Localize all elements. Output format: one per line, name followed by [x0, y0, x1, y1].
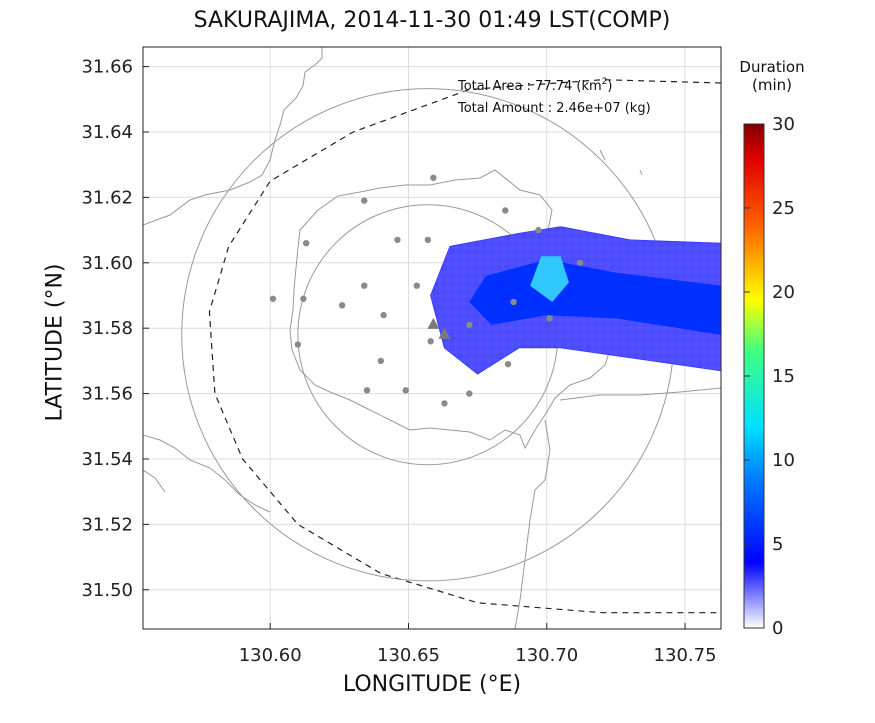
- plume-band: [469, 259, 721, 335]
- colorbar-tick-label: 0: [772, 618, 783, 639]
- colorbar-tick-label: 25: [772, 198, 795, 219]
- station-dot: [502, 207, 509, 214]
- station-dot: [546, 315, 553, 322]
- total-area-close: ): [607, 79, 612, 94]
- station-dot: [424, 236, 432, 244]
- vent-marker: [427, 317, 440, 329]
- station-dot: [300, 295, 307, 302]
- station-dot: [510, 298, 517, 306]
- colorbar-title-line1: Duration: [739, 58, 805, 76]
- colorbar-tick-label: 15: [772, 366, 795, 387]
- station-dot: [466, 390, 473, 397]
- administrative-boundary: [208, 79, 721, 614]
- station-dot: [302, 239, 310, 247]
- y-tick-label: 31.60: [81, 253, 133, 274]
- x-tick-label: 130.75: [654, 645, 717, 666]
- totals-annotation: Total Area : 77.74 (km2) Total Amount : …: [457, 77, 651, 116]
- x-ticks: 130.60 130.65 130.70 130.75: [239, 623, 717, 666]
- station-dot: [576, 259, 584, 266]
- total-area-superscript: 2: [602, 77, 608, 87]
- colorbar-title: Duration (min): [724, 58, 820, 94]
- y-tick-label: 31.62: [81, 187, 133, 208]
- station-dot: [430, 174, 437, 181]
- colorbar-tick-label: 30: [772, 114, 795, 135]
- coastline-left: [143, 47, 323, 513]
- x-tick-label: 130.65: [377, 645, 440, 666]
- y-tick-label: 31.52: [81, 514, 133, 535]
- ash-plume: [430, 226, 721, 375]
- station-dot: [466, 321, 473, 329]
- y-tick-label: 31.56: [81, 384, 133, 405]
- station-dot: [377, 357, 385, 365]
- station-dot: [441, 400, 448, 407]
- plot-frame: [142, 46, 722, 630]
- map-title: SAKURAJIMA, 2014-11-30 01:49 LST(COMP): [193, 8, 671, 33]
- volcanic-vents: [427, 317, 451, 339]
- station-dot: [361, 197, 368, 204]
- station-dot: [394, 236, 401, 244]
- coastline-right: [514, 149, 721, 629]
- station-dot: [380, 311, 387, 319]
- station-dot: [294, 341, 302, 348]
- y-tick-label: 31.54: [81, 449, 133, 470]
- station-dot: [338, 302, 346, 309]
- colorbar-tick-label: 20: [772, 282, 795, 303]
- colorbar-tick-label: 10: [772, 450, 795, 471]
- station-dot: [535, 226, 542, 234]
- station-dot: [363, 387, 371, 394]
- plume-core: [530, 256, 569, 302]
- colorbar-ticks: 0 5 10 15 20 25 30: [744, 114, 795, 639]
- station-dot: [402, 387, 409, 394]
- y-tick-label: 31.66: [81, 57, 133, 78]
- colorbar-title-line2: (min): [752, 76, 792, 94]
- total-amount-text: Total Amount : 2.46e+07 (kg): [457, 101, 651, 116]
- total-area-text: Total Area : 77.74 (km: [457, 79, 602, 94]
- station-dot: [269, 295, 277, 302]
- coastline-island: [289, 169, 611, 450]
- station-dot: [427, 338, 434, 345]
- vent-marker: [438, 327, 451, 339]
- svg-text:Total Area : 77.74 (km2): Total Area : 77.74 (km2): [457, 77, 612, 94]
- x-tick-label: 130.70: [515, 645, 578, 666]
- station-dot: [361, 282, 368, 289]
- station-dot: [413, 282, 420, 289]
- y-ticks: 31.50 31.52 31.54 31.56 31.58 31.60 31.62 31.64…: [81, 57, 149, 601]
- y-tick-label: 31.64: [81, 122, 133, 143]
- station-dot: [504, 360, 512, 368]
- colorbar-tick-label: 5: [772, 534, 783, 555]
- x-axis-label: LONGITUDE (°E): [342, 672, 522, 697]
- y-tick-label: 31.58: [81, 318, 133, 339]
- x-tick-label: 130.60: [239, 645, 302, 666]
- observation-stations: [269, 174, 584, 407]
- y-tick-label: 31.50: [81, 580, 133, 601]
